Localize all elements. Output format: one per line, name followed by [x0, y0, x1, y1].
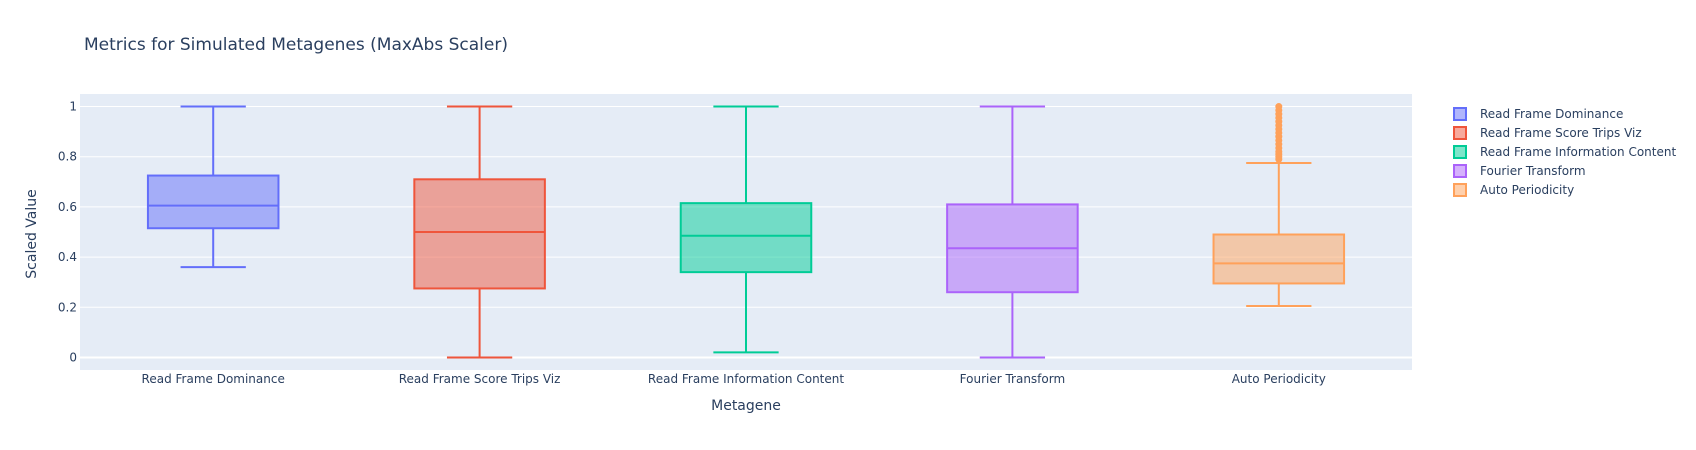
legend-item-5: Auto Periodicity	[1453, 183, 1574, 197]
legend-label: Fourier Transform	[1480, 164, 1586, 178]
legend-swatch	[1453, 126, 1467, 140]
box-1	[146, 105, 280, 269]
legend-item-1: Read Frame Dominance	[1453, 107, 1623, 121]
legend-item-4: Fourier Transform	[1453, 164, 1586, 178]
legend-label: Read Frame Score Trips Viz	[1480, 126, 1642, 140]
legend-label: Auto Periodicity	[1480, 183, 1574, 197]
legend-swatch	[1453, 164, 1467, 178]
outlier-point	[1275, 103, 1283, 111]
x-tick-label: Fourier Transform	[960, 372, 1066, 386]
y-axis-ticks: 0 0.2 0.4 0.6 0.8 1	[58, 100, 77, 365]
x-tick-label: Read Frame Score Trips Viz	[399, 372, 561, 386]
y-tick-label: 0.4	[58, 250, 77, 264]
legend-label: Read Frame Dominance	[1480, 107, 1623, 121]
box-4	[946, 105, 1079, 359]
legend-swatch	[1453, 183, 1467, 197]
x-axis-ticks: Read Frame Dominance Read Frame Score Tri…	[142, 372, 1326, 386]
x-tick-label: Read Frame Dominance	[142, 372, 285, 386]
boxes	[146, 103, 1346, 359]
x-tick-label: Auto Periodicity	[1232, 372, 1326, 386]
legend: Read Frame Dominance Read Frame Score Tri…	[1453, 107, 1676, 197]
box-5	[1212, 103, 1346, 308]
legend-swatch	[1453, 107, 1467, 121]
y-axis-title: Scaled Value	[24, 189, 40, 278]
y-tick-label: 0.8	[58, 150, 77, 164]
box-iqr	[146, 174, 280, 230]
legend-swatch	[1453, 145, 1467, 159]
box-2	[413, 105, 546, 359]
legend-label: Read Frame Information Content	[1480, 145, 1676, 159]
y-tick-label: 1	[69, 100, 77, 114]
box-iqr	[679, 202, 813, 274]
box-3	[679, 105, 813, 354]
y-tick-label: 0.2	[58, 300, 77, 314]
chart-title: Metrics for Simulated Metagenes (MaxAbs …	[84, 35, 508, 55]
legend-item-2: Read Frame Score Trips Viz	[1453, 126, 1642, 140]
x-tick-label: Read Frame Information Content	[648, 372, 844, 386]
box-iqr	[413, 178, 546, 290]
y-tick-label: 0.6	[58, 200, 77, 214]
y-tick-label: 0	[69, 350, 77, 364]
box-iqr	[1212, 233, 1346, 285]
legend-item-3: Read Frame Information Content	[1453, 145, 1676, 159]
x-axis-title: Metagene	[711, 398, 781, 414]
